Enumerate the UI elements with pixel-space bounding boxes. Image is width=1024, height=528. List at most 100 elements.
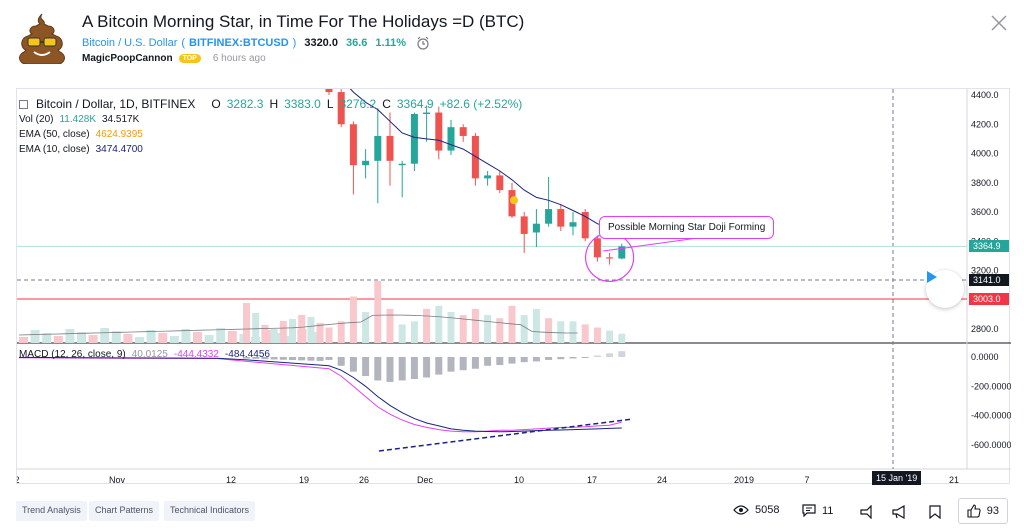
macd-histogram-bar: [316, 357, 324, 361]
macd-histogram-bar: [593, 355, 601, 357]
time-tick-label: 26: [359, 475, 369, 485]
views-stat: 5058: [733, 504, 779, 516]
volume-bar: [337, 321, 345, 343]
macd-histogram-bar: [325, 357, 333, 360]
macd-histogram-bar: [362, 357, 370, 377]
candle-body: [435, 112, 443, 151]
time-tick-label: Nov: [109, 475, 126, 485]
volume-bar: [593, 327, 601, 343]
macd-histogram-bar: [349, 357, 357, 372]
time-tick-label: 17: [587, 475, 597, 485]
price-tick-label: 3200.0: [971, 266, 999, 276]
candle-body: [484, 175, 492, 179]
comments-stat[interactable]: 11: [802, 504, 833, 517]
likes-count: 93: [986, 505, 999, 517]
dashed-level-tag: 3141.0: [969, 274, 1009, 286]
macd-histogram-bar: [243, 357, 250, 359]
candle-body: [410, 114, 418, 164]
volume-bar: [398, 324, 406, 343]
price-tick-label: 4400.0: [971, 90, 999, 100]
candle-body: [593, 238, 601, 258]
candle-body: [423, 112, 431, 115]
volume-bar: [618, 333, 626, 343]
candle-body: [337, 92, 345, 125]
volume-bar: [569, 321, 577, 343]
volume-bar: [447, 312, 455, 343]
symbol-line: Bitcoin / U.S. Dollar (BITFINEX:BTCUSD) …: [82, 36, 430, 50]
candle-body: [557, 209, 565, 227]
macd-histogram-bar: [386, 357, 394, 382]
volume-bar: [88, 335, 98, 343]
volume-bar: [274, 333, 284, 343]
volume-bar: [410, 321, 418, 343]
symbol-price: 3320.0: [304, 37, 338, 49]
volume-bar: [135, 337, 144, 343]
price-chart[interactable]: 4400.04200.04000.03800.03600.03400.03200…: [17, 89, 1011, 485]
volume-bar: [252, 313, 260, 343]
author-line: MagicPoopCannon TOP 6 hours ago: [82, 53, 266, 64]
candle-body: [447, 127, 455, 151]
macd-histogram-bar: [508, 357, 516, 364]
ema10-line: [349, 89, 622, 231]
volume-bar: [557, 321, 565, 343]
top-author-badge: TOP: [178, 54, 201, 63]
symbol-close-paren: ): [292, 37, 297, 49]
megaphone-icon[interactable]: [892, 505, 908, 519]
price-tick-label: 2800.0: [971, 324, 999, 334]
play-replay-button[interactable]: [926, 270, 964, 308]
crosshair-date-tag: 15 Jan '19: [872, 471, 922, 485]
candle-body: [606, 257, 614, 259]
volume-bar: [423, 308, 431, 343]
volume-bar: [459, 315, 467, 343]
volume-bar: [227, 331, 237, 343]
macd-divergence-trendline: [378, 418, 634, 452]
macd-histogram-bar: [261, 357, 269, 360]
candle-body: [374, 135, 382, 161]
poop-avatar-icon[interactable]: [18, 12, 66, 64]
time-tick-label: Dec: [417, 475, 434, 485]
candle-body: [362, 160, 370, 166]
time-tick-label: 21: [949, 475, 959, 485]
views-count: 5058: [755, 504, 780, 516]
volume-bar: [158, 333, 168, 343]
macd-histogram-bar: [398, 357, 406, 381]
time-tick-label: 7: [804, 475, 809, 485]
macd-histogram-bar: [435, 357, 443, 375]
candle-body: [520, 216, 528, 234]
volume-bar: [111, 331, 121, 343]
macd-histogram-bar: [471, 357, 479, 369]
author-name[interactable]: MagicPoopCannon: [82, 53, 173, 64]
volume-bar: [77, 332, 86, 343]
macd-histogram-bar: [557, 357, 565, 360]
time-tick-label: 24: [657, 475, 667, 485]
symbol-open-paren: (: [181, 37, 186, 49]
symbol-name-link[interactable]: Bitcoin / U.S. Dollar: [82, 37, 178, 49]
tag-chart-patterns[interactable]: Chart Patterns: [89, 501, 160, 521]
like-button[interactable]: 93: [957, 498, 1008, 524]
price-tick-label: 3600.0: [971, 207, 999, 217]
macd-histogram-bar: [410, 357, 418, 379]
macd-tick-label: -600.0000: [971, 440, 1011, 450]
symbol-ticker-link[interactable]: BITFINEX:BTCUSD: [189, 37, 289, 49]
alarm-clock-icon[interactable]: [416, 36, 430, 50]
chart-panel[interactable]: 4400.04200.04000.03800.03600.03400.03200…: [16, 88, 1011, 485]
volume-bar: [484, 315, 492, 343]
share-icon[interactable]: [859, 505, 873, 519]
tag-trend-analysis[interactable]: Trend Analysis: [16, 501, 87, 521]
annotation-pointer-line: [602, 236, 706, 252]
volume-bar: [545, 318, 553, 343]
macd-histogram-bar: [289, 357, 296, 361]
bookmark-flag-icon[interactable]: [929, 505, 941, 519]
morning-star-annotation[interactable]: Possible Morning Star Doji Forming: [599, 216, 775, 239]
symbol-change-pct: 1.11%: [375, 37, 406, 49]
macd-histogram-bar: [270, 357, 278, 360]
red-level-tag: 3003.0: [969, 293, 1009, 305]
volume-bar: [298, 315, 306, 343]
close-icon[interactable]: [990, 14, 1008, 32]
volume-bar: [30, 330, 40, 343]
volume-bar: [261, 325, 269, 343]
time-tick-label: 19: [299, 475, 309, 485]
volume-bar: [325, 327, 333, 343]
thumbs-up-icon: [967, 504, 981, 518]
tag-technical-indicators[interactable]: Technical Indicators: [164, 501, 256, 521]
